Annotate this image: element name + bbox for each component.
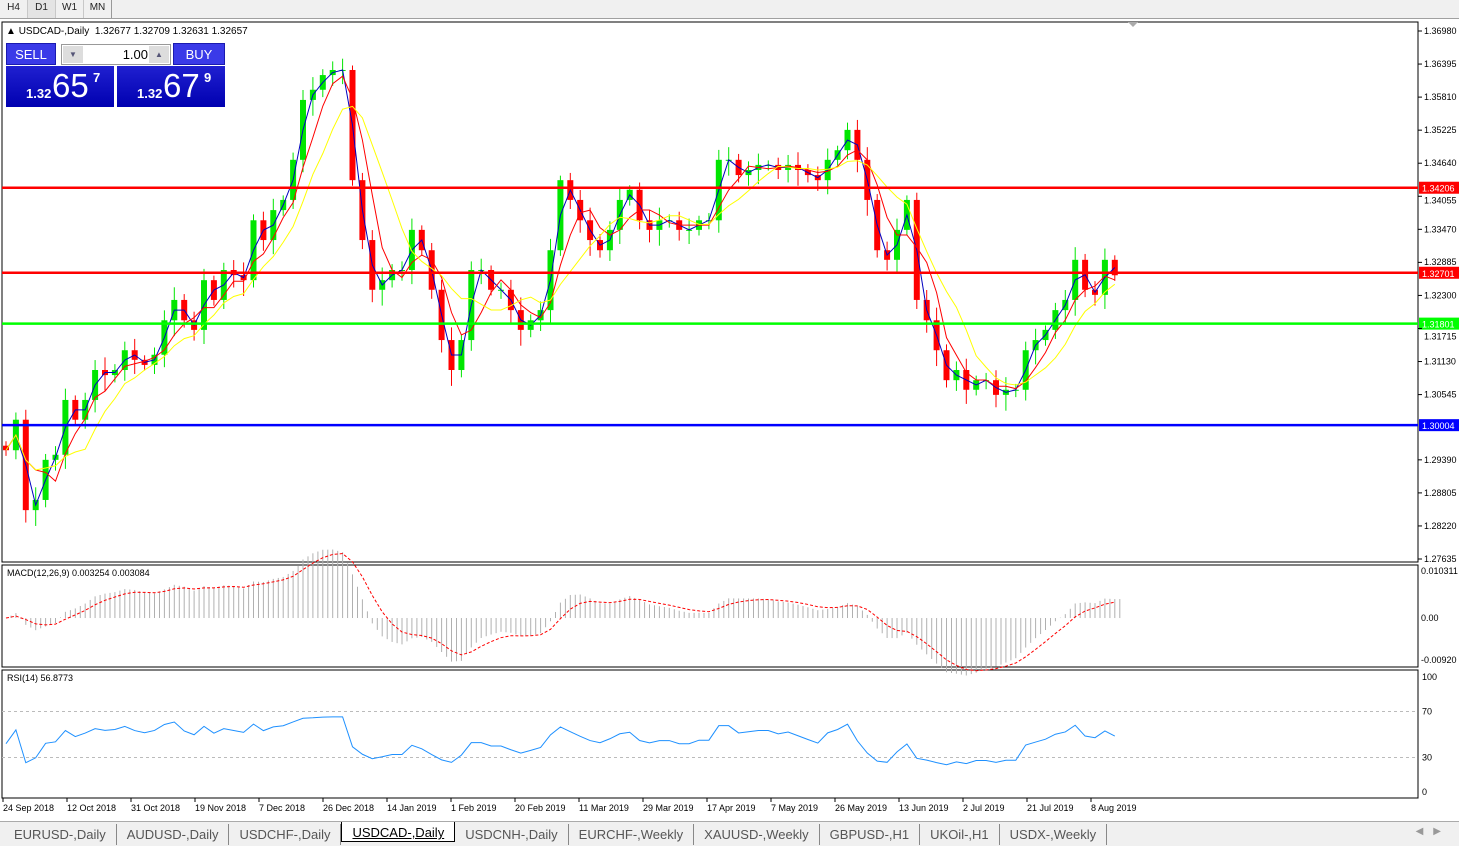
price-tick-label: 1.31130 bbox=[1424, 357, 1456, 367]
sell-price[interactable]: 1.32 65 7 bbox=[6, 66, 114, 107]
chart-header: ▲ USDCAD-,Daily 1.32677 1.32709 1.32631 … bbox=[6, 26, 248, 37]
main-price-panel bbox=[1, 21, 1419, 563]
ma-slow-line bbox=[5, 105, 1116, 471]
price-tick-label: 1.30545 bbox=[1424, 390, 1457, 400]
rsi-tick-label: 30 bbox=[1422, 753, 1432, 763]
time-tick-label: 2 Jul 2019 bbox=[963, 803, 1005, 813]
chart-tab[interactable]: EURUSD-,Daily bbox=[4, 824, 117, 845]
rsi-tick-label: 100 bbox=[1422, 672, 1437, 682]
chart-tab[interactable]: AUDUSD-,Daily bbox=[117, 824, 230, 845]
one-click-trading-panel: SELL ▼ 1.00 ▲ BUY 1.32 65 7 1.32 67 9 bbox=[6, 43, 225, 107]
price-tick-label: 1.32885 bbox=[1424, 257, 1457, 267]
macd-tick-label: -0.00920 bbox=[1421, 655, 1457, 665]
macd-label: MACD(12,26,9) 0.003254 0.003084 bbox=[7, 568, 150, 578]
price-tick-label: 1.36980 bbox=[1424, 26, 1457, 36]
timeframe-h4[interactable]: H4 bbox=[0, 0, 28, 18]
level-price-label: 1.34206 bbox=[1422, 184, 1455, 194]
buy-button[interactable]: BUY bbox=[173, 43, 225, 65]
chart-tab[interactable]: USDCHF-,Daily bbox=[229, 824, 342, 845]
time-tick-label: 11 Mar 2019 bbox=[579, 803, 629, 813]
rsi-tick-label: 0 bbox=[1422, 787, 1427, 797]
shift-marker-icon bbox=[1128, 22, 1138, 27]
level-price-label: 1.31801 bbox=[1422, 320, 1455, 330]
time-tick-label: 1 Feb 2019 bbox=[451, 803, 497, 813]
candle-body bbox=[3, 445, 9, 451]
time-tick-label: 26 Dec 2018 bbox=[323, 803, 374, 813]
time-tick-label: 14 Jan 2019 bbox=[387, 803, 437, 813]
candle bbox=[3, 441, 9, 456]
time-tick-label: 19 Nov 2018 bbox=[195, 803, 246, 813]
timeframe-d1[interactable]: D1 bbox=[28, 0, 56, 18]
time-tick-label: 8 Aug 2019 bbox=[1091, 803, 1137, 813]
lot-size-value[interactable]: 1.00 bbox=[122, 47, 148, 62]
increase-lot-icon[interactable]: ▲ bbox=[149, 46, 169, 63]
price-tick-label: 1.28220 bbox=[1424, 521, 1457, 531]
rsi-tick-label: 70 bbox=[1422, 707, 1432, 717]
chart-tab[interactable]: EURCHF-,Weekly bbox=[569, 824, 695, 845]
timeframe-toolbar: H4 D1 W1 MN bbox=[0, 0, 1459, 19]
chart-tab[interactable]: XAUUSD-,Weekly bbox=[694, 824, 820, 845]
price-tick-label: 1.27635 bbox=[1424, 554, 1457, 564]
chart-tab[interactable]: UKOil-,H1 bbox=[920, 824, 1000, 845]
timeframe-mn[interactable]: MN bbox=[84, 0, 112, 18]
timeframe-w1[interactable]: W1 bbox=[56, 0, 84, 18]
time-tick-label: 31 Oct 2018 bbox=[131, 803, 180, 813]
chart-area[interactable]: 1.34206 1.32701 1.31801 1.30004 1.36980 1.363… bbox=[0, 0, 1459, 821]
ohlc-values: 1.32677 1.32709 1.32631 1.32657 bbox=[94, 26, 248, 37]
chart-tab[interactable]: USDCAD-,Daily bbox=[341, 822, 456, 842]
macd-panel bbox=[1, 564, 1419, 668]
level-price-label-bg bbox=[1419, 181, 1459, 194]
time-tick-label: 20 Feb 2019 bbox=[515, 803, 566, 813]
price-tick-label: 1.36395 bbox=[1424, 59, 1457, 69]
rsi-line bbox=[5, 716, 1116, 766]
time-tick-label: 7 May 2019 bbox=[771, 803, 818, 813]
level-price-label-bg bbox=[1419, 266, 1459, 279]
time-tick-label: 21 Jul 2019 bbox=[1027, 803, 1074, 813]
chart-tab[interactable]: USDX-,Weekly bbox=[1000, 824, 1108, 845]
rsi-label: RSI(14) 56.8773 bbox=[7, 673, 74, 683]
price-tick-label: 1.33470 bbox=[1424, 224, 1457, 234]
price-tick-label: 1.31715 bbox=[1424, 332, 1457, 342]
level-price-label: 1.30004 bbox=[1422, 421, 1455, 431]
price-tick-label: 1.32300 bbox=[1424, 290, 1457, 300]
macd-tick-label: 0.010311 bbox=[1421, 566, 1458, 576]
time-tick-label: 12 Oct 2018 bbox=[67, 803, 116, 813]
time-tick-label: 26 May 2019 bbox=[835, 803, 887, 813]
rsi-panel bbox=[1, 669, 1419, 799]
price-tick-label: 1.35810 bbox=[1424, 92, 1457, 102]
chart-tabs: EURUSD-,Daily AUDUSD-,Daily USDCHF-,Daily U… bbox=[0, 821, 1459, 846]
time-tick-label: 29 Mar 2019 bbox=[643, 803, 694, 813]
macd-tick-label: 0.00 bbox=[1421, 613, 1439, 623]
level-price-label-bg bbox=[1419, 419, 1459, 432]
sell-button[interactable]: SELL bbox=[6, 43, 56, 65]
price-tick-label: 1.28805 bbox=[1424, 488, 1457, 498]
macd-signal-line bbox=[5, 553, 1115, 672]
time-tick-label: 17 Apr 2019 bbox=[707, 803, 756, 813]
buy-price[interactable]: 1.32 67 9 bbox=[117, 66, 225, 107]
level-price-label: 1.32701 bbox=[1422, 269, 1455, 279]
collapse-triangle-icon[interactable]: ▲ bbox=[6, 26, 16, 37]
price-tick-label: 1.29390 bbox=[1424, 455, 1457, 465]
time-tick-label: 24 Sep 2018 bbox=[3, 803, 54, 813]
level-price-label-bg bbox=[1419, 317, 1459, 330]
chart-tab[interactable]: GBPUSD-,H1 bbox=[820, 824, 921, 845]
time-tick-label: 7 Dec 2018 bbox=[259, 803, 305, 813]
lot-size-stepper[interactable]: ▼ 1.00 ▲ bbox=[61, 44, 171, 65]
price-tick-label: 1.34055 bbox=[1424, 196, 1457, 206]
candle-body bbox=[1111, 259, 1118, 276]
price-tick-label: 1.35225 bbox=[1424, 125, 1457, 135]
chart-tab[interactable]: USDCNH-,Daily bbox=[455, 824, 569, 845]
tab-scroll-arrows-icon[interactable]: ◀▶ bbox=[1415, 826, 1451, 837]
price-tick-label: 1.34640 bbox=[1424, 158, 1457, 168]
time-tick-label: 13 Jun 2019 bbox=[899, 803, 949, 813]
decrease-lot-icon[interactable]: ▼ bbox=[63, 46, 83, 63]
symbol-label: USDCAD-,Daily bbox=[18, 26, 90, 37]
